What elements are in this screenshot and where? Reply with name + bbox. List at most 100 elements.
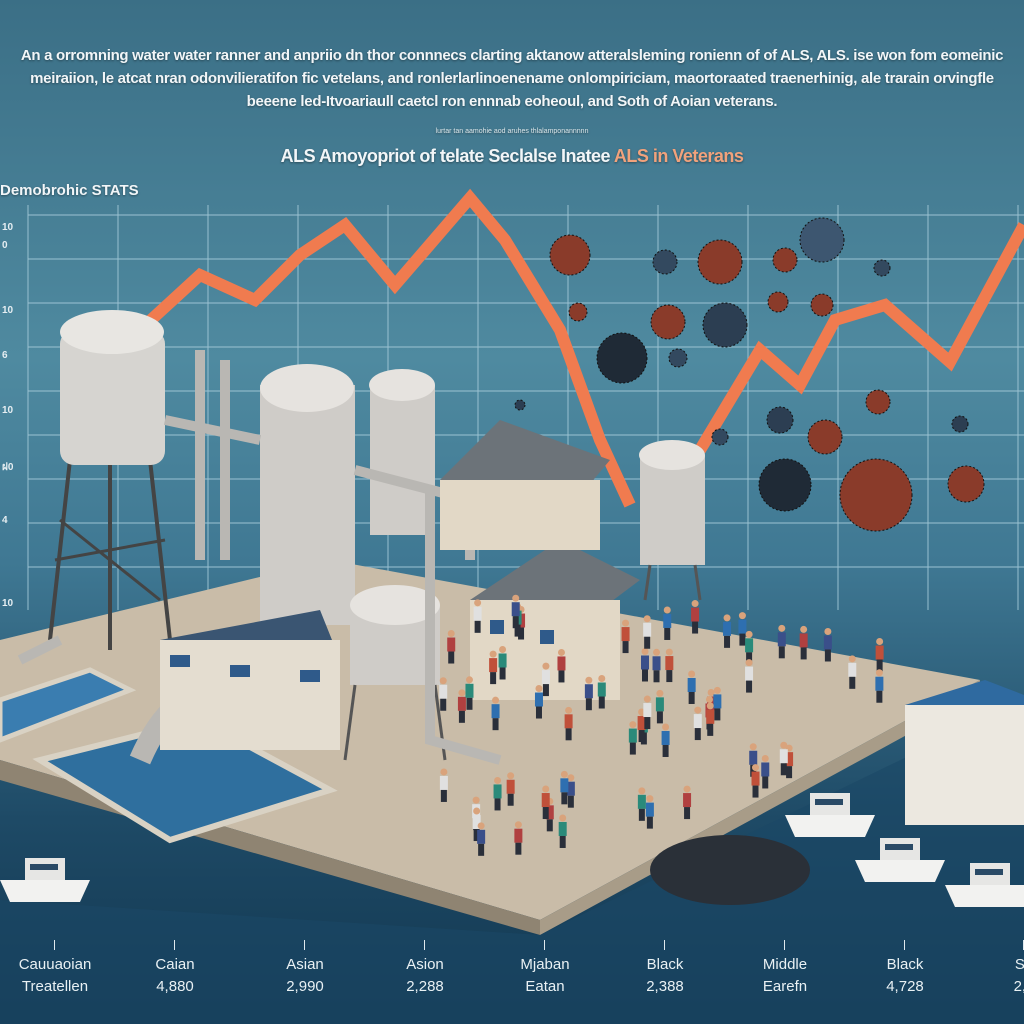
- person-legs: [542, 684, 549, 697]
- section-label: Demobrohic STATS: [0, 182, 139, 199]
- particle: [772, 247, 798, 273]
- person-head: [665, 648, 673, 656]
- person-legs: [515, 842, 522, 855]
- chart-subtitle: ALS Amoyopriot of telate Seclalse Inatee…: [0, 146, 1024, 167]
- person-head: [749, 743, 757, 751]
- particle: [652, 249, 678, 275]
- x-tick: [424, 940, 425, 950]
- person: [439, 775, 448, 790]
- person: [465, 683, 474, 698]
- person-head: [598, 675, 606, 683]
- y-tick-label: 10: [2, 598, 14, 609]
- person-legs: [780, 763, 787, 776]
- boat-window: [815, 799, 843, 805]
- particle: [873, 259, 891, 277]
- intro-paragraph: An a orromning water water ranner and an…: [20, 47, 1004, 110]
- person-legs: [786, 766, 793, 779]
- particle: [767, 291, 789, 313]
- y-tick-label: 10: [2, 222, 14, 233]
- person-head: [646, 795, 654, 803]
- person-legs: [638, 808, 645, 821]
- category-label: So 2,0: [969, 940, 1024, 998]
- boat-hull: [785, 815, 875, 837]
- person-legs: [558, 670, 565, 683]
- particle: [807, 419, 843, 455]
- water-basin-left: [0, 667, 137, 743]
- category-line1: So: [1014, 956, 1024, 973]
- boat-hull: [945, 885, 1024, 907]
- person-head: [745, 630, 753, 638]
- category-line1: Asian: [286, 956, 324, 973]
- person-legs: [448, 651, 455, 664]
- person-head: [653, 648, 661, 656]
- person: [514, 828, 523, 843]
- person: [457, 696, 466, 711]
- person-head: [472, 796, 480, 804]
- person: [723, 621, 732, 636]
- person-head: [705, 695, 713, 703]
- person-legs: [694, 728, 701, 741]
- particle: [702, 302, 748, 348]
- person: [628, 728, 637, 743]
- person-legs: [746, 652, 753, 665]
- particle: [568, 302, 588, 322]
- y-tick-label: 10: [2, 305, 14, 316]
- person-head: [557, 648, 565, 656]
- person-legs: [646, 816, 653, 829]
- person-head: [641, 647, 649, 655]
- particle: [596, 332, 648, 384]
- person-head: [780, 741, 788, 749]
- category-line1: Cauuaoian: [18, 956, 92, 973]
- person-legs: [688, 691, 695, 704]
- x-tick: [304, 940, 305, 950]
- person-head: [824, 627, 832, 635]
- person: [713, 694, 722, 709]
- person: [643, 622, 652, 637]
- person-legs: [514, 624, 521, 637]
- person-legs: [724, 635, 731, 648]
- person: [560, 778, 569, 793]
- storage-tank-large: [260, 364, 355, 625]
- particle: [514, 399, 526, 411]
- person: [749, 750, 758, 765]
- person-legs: [662, 744, 669, 757]
- person-head: [565, 706, 573, 714]
- person-legs: [478, 843, 485, 856]
- person-head: [458, 689, 466, 697]
- person: [665, 656, 674, 671]
- person-legs: [644, 717, 651, 730]
- person-legs: [585, 698, 592, 711]
- category-line2: Eatan: [525, 978, 565, 995]
- person: [663, 613, 672, 628]
- person-head: [778, 624, 786, 632]
- person-legs: [440, 789, 447, 802]
- subtitle-highlight: ALS in Veterans: [613, 146, 744, 166]
- y-tick-label: 0: [2, 240, 8, 251]
- particle: [758, 458, 812, 512]
- person-legs: [876, 690, 883, 703]
- person: [799, 633, 808, 648]
- person: [652, 656, 661, 671]
- person-legs: [664, 627, 671, 640]
- storage-tank-right: [639, 440, 705, 601]
- person-head: [745, 659, 753, 667]
- category-line2: 4,880: [156, 978, 194, 995]
- storage-tank-mid: [369, 369, 435, 535]
- category-line1: Caian: [155, 956, 195, 973]
- particle: [549, 234, 591, 276]
- person-head: [713, 686, 721, 694]
- trend-line-right: [694, 222, 1024, 454]
- building-back: [440, 420, 610, 550]
- person: [777, 632, 786, 647]
- category-label: Black 4,728: [850, 940, 960, 998]
- person-legs: [707, 723, 714, 736]
- particle: [810, 293, 834, 317]
- category-line2: 2,288: [406, 978, 444, 995]
- person-head: [465, 676, 473, 684]
- person: [848, 662, 857, 677]
- person-head: [683, 785, 691, 793]
- person-legs: [750, 764, 757, 777]
- x-tick: [664, 940, 665, 950]
- boat-window: [30, 864, 58, 870]
- person: [621, 627, 630, 642]
